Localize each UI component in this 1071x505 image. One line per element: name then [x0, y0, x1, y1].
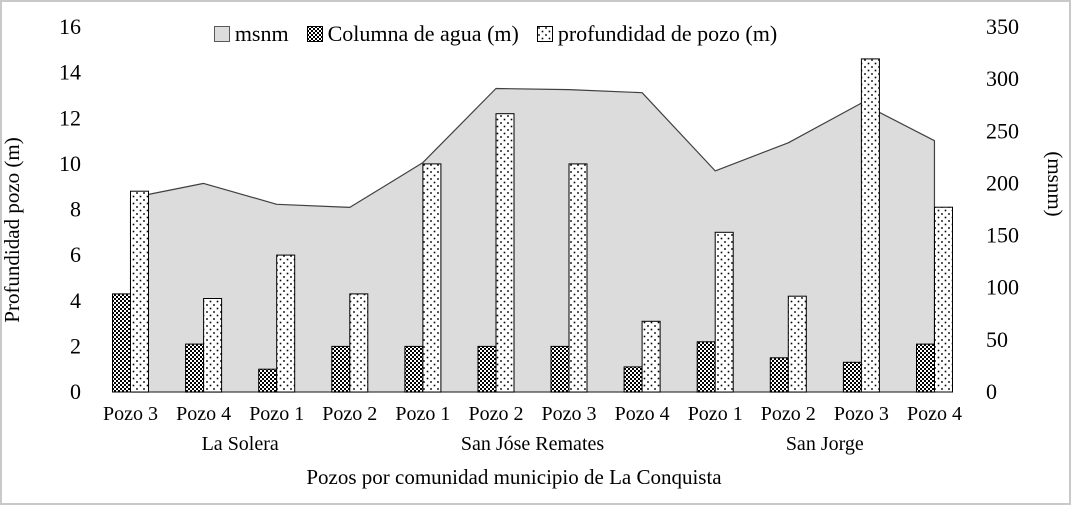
- category-label-5: Pozo 1: [395, 403, 450, 425]
- bar-profundidad-de-pozo-11: [860, 58, 880, 393]
- bar-profundidad-de-pozo-4: [349, 293, 369, 393]
- category-label-11: Pozo 3: [834, 403, 889, 425]
- left-axis-tick-10: 10: [59, 151, 81, 176]
- bar-columna-de-agua-8: [623, 366, 643, 393]
- category-label-6: Pozo 2: [469, 403, 524, 425]
- right-axis-tick-250: 250: [986, 118, 1019, 143]
- right-axis-tick-150: 150: [986, 223, 1019, 248]
- legend-item-profundidad-de-pozo: profundidad de pozo (m): [536, 21, 778, 47]
- bar-columna-de-agua-2: [185, 343, 205, 393]
- x-axis-title: Pozos por comunidad municipio de La Conq…: [306, 465, 722, 489]
- bar-profundidad-de-pozo-2: [203, 298, 223, 393]
- category-label-9: Pozo 1: [688, 403, 743, 425]
- category-label-8: Pozo 4: [615, 403, 670, 425]
- right-axis-tick-300: 300: [986, 66, 1019, 91]
- legend-item-columna-de-agua: Columna de agua (m): [306, 21, 519, 47]
- category-label-4: Pozo 2: [322, 403, 377, 425]
- left-axis-tick-16: 16: [59, 14, 81, 39]
- bar-profundidad-de-pozo-1: [130, 190, 149, 393]
- bar-columna-de-agua-11: [842, 361, 862, 393]
- bar-columna-de-agua-7: [550, 345, 570, 393]
- right-axis-title: (msnm): [1043, 151, 1067, 216]
- category-label-3: Pozo 1: [249, 403, 304, 425]
- left-axis-tick-2: 2: [70, 333, 81, 358]
- bar-profundidad-de-pozo-8: [641, 320, 661, 393]
- right-axis-tick-0: 0: [986, 379, 997, 404]
- bar-columna-de-agua-3: [258, 368, 278, 393]
- bar-profundidad-de-pozo-3: [276, 254, 296, 393]
- bar-columna-de-agua-6: [477, 345, 497, 393]
- group-label-san-jóse-remates: San Jóse Remates: [461, 433, 605, 455]
- bar-profundidad-de-pozo-10: [787, 295, 807, 393]
- legend-swatch-dots-icon: [536, 26, 553, 42]
- category-label-7: Pozo 3: [542, 403, 597, 425]
- bar-columna-de-agua-10: [769, 357, 789, 393]
- bar-profundidad-de-pozo-6: [495, 113, 515, 393]
- chart-legend: msnm Columna de agua (m) profundidad de …: [2, 21, 1029, 47]
- legend-label-profundidad-de-pozo: profundidad de pozo (m): [557, 21, 778, 46]
- bar-profundidad-de-pozo-12: [934, 206, 953, 393]
- left-axis-tick-12: 12: [59, 105, 81, 130]
- group-label-san-jorge: San Jorge: [786, 433, 864, 455]
- legend-swatch-checker-icon: [306, 26, 323, 42]
- bar-profundidad-de-pozo-9: [714, 231, 734, 393]
- bar-columna-de-agua-4: [331, 345, 351, 393]
- legend-label-columna-de-agua: Columna de agua (m): [327, 21, 519, 46]
- legend-swatch-area-icon: [213, 26, 230, 42]
- left-axis-tick-4: 4: [70, 288, 81, 313]
- right-axis-tick-50: 50: [986, 327, 1008, 352]
- group-label-la-solera: La Solera: [202, 433, 279, 455]
- left-axis-tick-6: 6: [70, 242, 81, 267]
- legend-label-msnm: msnm: [234, 21, 289, 46]
- left-axis-tick-8: 8: [70, 197, 81, 222]
- right-axis-tick-200: 200: [986, 170, 1019, 195]
- right-axis-tick-350: 350: [986, 14, 1019, 39]
- category-label-10: Pozo 2: [761, 403, 816, 425]
- bar-columna-de-agua-12: [916, 343, 935, 393]
- category-label-2: Pozo 4: [176, 403, 231, 425]
- category-label-12: Pozo 4: [907, 403, 962, 425]
- bar-profundidad-de-pozo-7: [568, 163, 588, 393]
- bar-columna-de-agua-9: [696, 341, 716, 393]
- bar-columna-de-agua-1: [112, 293, 131, 393]
- bar-profundidad-de-pozo-5: [422, 163, 442, 393]
- area-series-msnm: [129, 87, 936, 393]
- category-label-1: Pozo 3: [103, 403, 158, 425]
- left-axis-tick-0: 0: [70, 379, 81, 404]
- legend-item-msnm: msnm: [213, 21, 289, 47]
- plot-area: 0 2 4 6 8 10 12 14 16 0 50 100 150 200 250 300 350 Pozo 3…: [59, 14, 1019, 455]
- bar-columna-de-agua-5: [404, 345, 424, 393]
- left-axis-tick-14: 14: [59, 60, 81, 85]
- right-axis-tick-100: 100: [986, 275, 1019, 300]
- left-axis-title: Profundidad pozo (m): [2, 137, 24, 322]
